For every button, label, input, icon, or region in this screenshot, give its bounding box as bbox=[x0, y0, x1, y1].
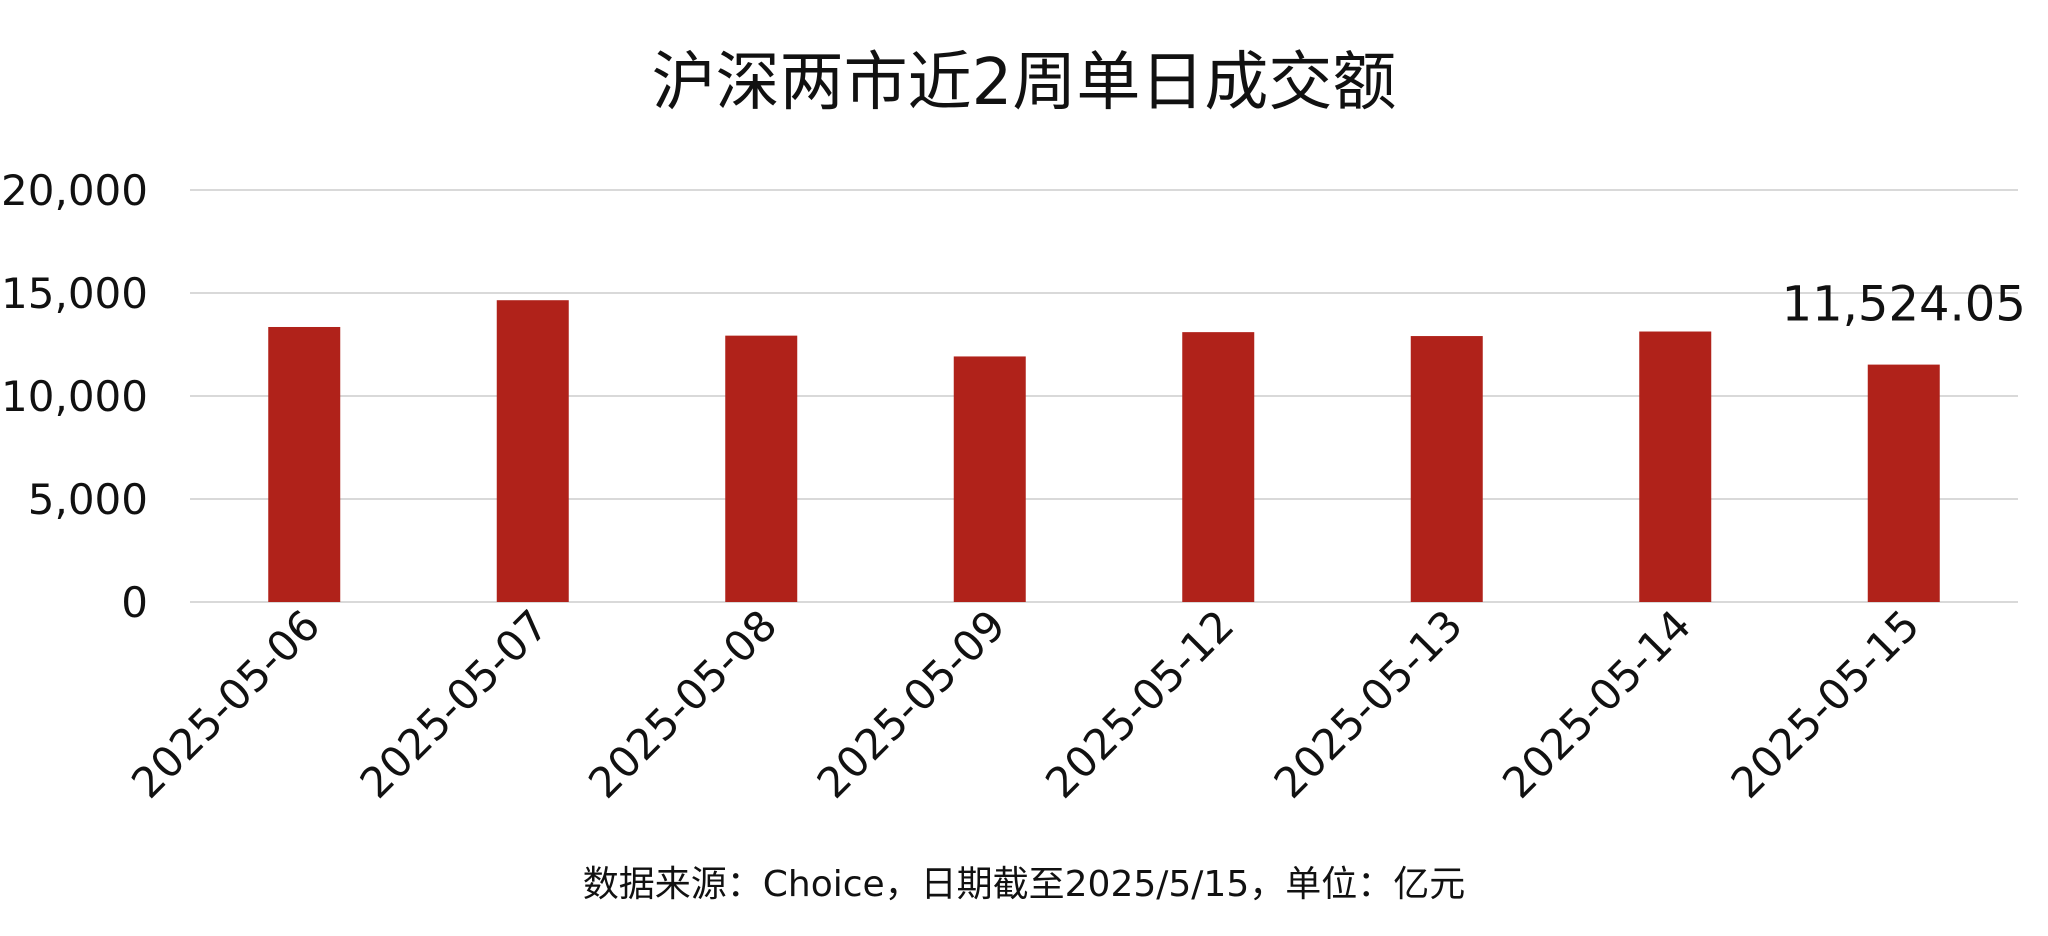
x-tick-label: 2025-05-09 bbox=[808, 600, 1015, 807]
chart-title: 沪深两市近2周单日成交额 bbox=[652, 46, 1397, 120]
y-tick-label: 10,000 bbox=[1, 372, 148, 421]
bar-2025-05-14 bbox=[1639, 331, 1712, 602]
x-axis-ticks: 2025-05-06 2025-05-07 2025-05-08 2025-05-09… bbox=[122, 600, 1929, 807]
y-tick-label: 5,000 bbox=[28, 475, 148, 524]
x-tick-label: 2025-05-13 bbox=[1265, 600, 1472, 807]
y-axis-ticks: 0 5,000 10,000 15,000 20,000 bbox=[1, 166, 148, 627]
source-note: 数据来源：Choice，日期截至2025/5/15，单位：亿元 bbox=[583, 864, 1466, 905]
x-tick-label: 2025-05-12 bbox=[1036, 600, 1243, 807]
gridlines bbox=[190, 189, 2018, 603]
bar-2025-05-12 bbox=[1182, 332, 1255, 602]
bar-2025-05-09 bbox=[953, 356, 1026, 602]
x-tick-label: 2025-05-15 bbox=[1722, 600, 1929, 807]
bars bbox=[268, 300, 1940, 602]
x-tick-label: 2025-05-06 bbox=[122, 600, 329, 807]
x-tick-label: 2025-05-14 bbox=[1493, 600, 1700, 807]
y-tick-label: 20,000 bbox=[1, 166, 148, 215]
data-labels: 11,524.05 bbox=[1782, 277, 2026, 333]
bar-2025-05-13 bbox=[1410, 336, 1483, 602]
x-tick-label: 2025-05-07 bbox=[351, 600, 558, 807]
y-tick-label: 15,000 bbox=[1, 269, 148, 318]
bar-2025-05-06 bbox=[268, 326, 341, 602]
y-tick-label: 0 bbox=[121, 578, 148, 627]
bar-2025-05-08 bbox=[725, 335, 798, 602]
bar-2025-05-07 bbox=[496, 300, 569, 602]
bar-2025-05-15 bbox=[1867, 364, 1940, 602]
data-label: 11,524.05 bbox=[1782, 277, 2026, 333]
x-tick-label: 2025-05-08 bbox=[579, 600, 786, 807]
